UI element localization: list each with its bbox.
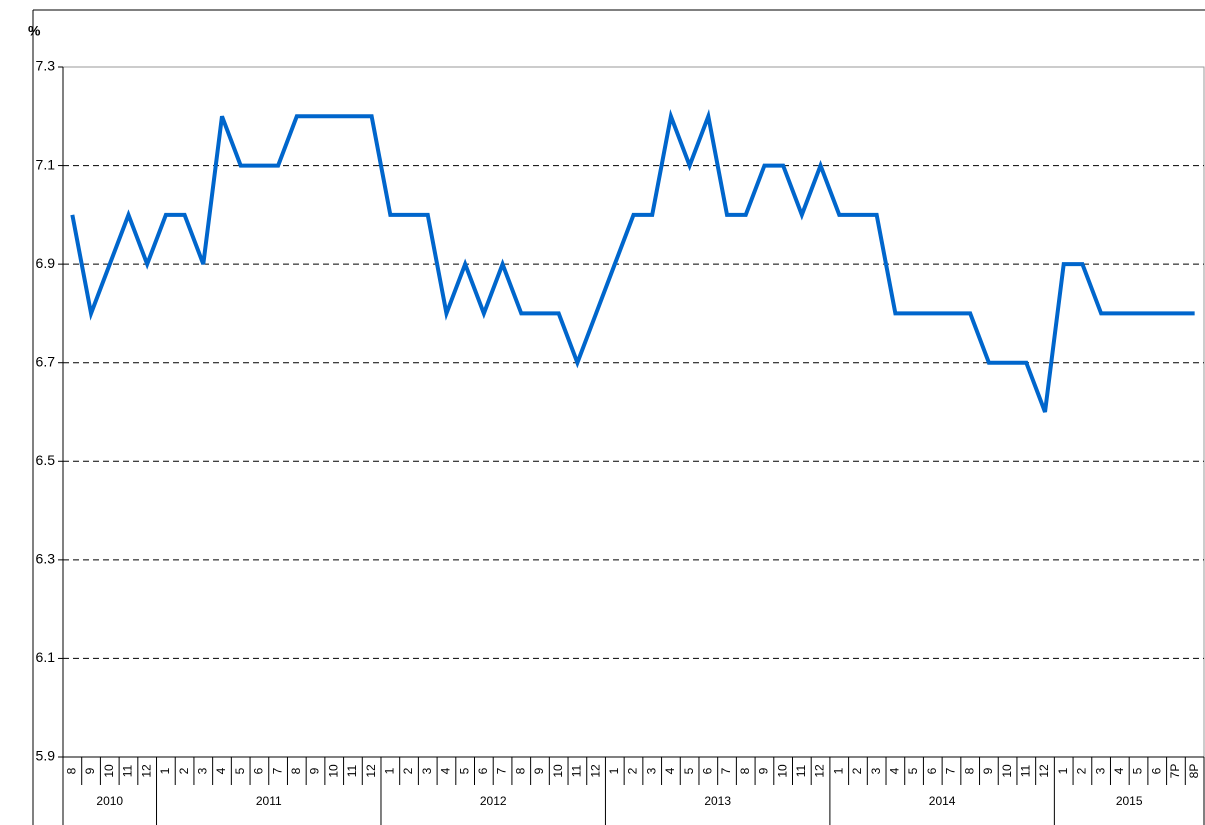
x-tick-label: 3 <box>1093 767 1107 774</box>
y-tick-label: 7.1 <box>36 156 56 172</box>
x-tick-label: 10 <box>775 764 789 778</box>
y-tick-label: 6.7 <box>36 353 56 369</box>
y-tick-label: 6.1 <box>36 649 56 665</box>
x-tick-label: 2 <box>401 767 415 774</box>
y-axis-label: % <box>28 23 41 39</box>
x-tick-label: 4 <box>439 767 453 774</box>
x-tick-label: 5 <box>457 767 471 774</box>
x-tick-label: 2 <box>1075 767 1089 774</box>
x-tick-label: 10 <box>551 764 565 778</box>
x-tick-label: 9 <box>83 767 97 774</box>
x-tick-label: 10 <box>1000 764 1014 778</box>
x-tick-label: 4 <box>214 767 228 774</box>
x-tick-label: 7 <box>944 767 958 774</box>
x-tick-label: 9 <box>981 767 995 774</box>
y-tick-label: 7.3 <box>36 58 56 74</box>
x-tick-label: 8 <box>513 767 527 774</box>
x-group-label: 2013 <box>704 794 731 808</box>
y-tick-label: 6.3 <box>36 551 56 567</box>
x-tick-label: 9 <box>532 767 546 774</box>
x-tick-label: 4 <box>1112 767 1126 774</box>
x-tick-label: 11 <box>121 764 135 777</box>
x-tick-label: 7 <box>495 767 509 774</box>
x-group-label: 2015 <box>1116 794 1143 808</box>
x-tick-label: 1 <box>383 767 397 774</box>
x-tick-label: 12 <box>139 764 153 778</box>
x-tick-label: 5 <box>906 767 920 774</box>
x-tick-label: 2 <box>626 767 640 774</box>
x-group-label: 2011 <box>256 794 282 808</box>
x-tick-label: 12 <box>813 764 827 778</box>
x-tick-label: 9 <box>757 767 771 774</box>
x-tick-label: 6 <box>476 767 490 774</box>
x-tick-label: 6 <box>1149 767 1163 774</box>
x-tick-label: 8 <box>962 767 976 774</box>
data-line <box>70 108 1195 413</box>
x-tick-label: 6 <box>925 767 939 774</box>
x-tick-label: 8 <box>289 767 303 774</box>
x-tick-label: 3 <box>420 767 434 774</box>
x-tick-label: 2 <box>850 767 864 774</box>
x-tick-label: 12 <box>588 764 602 778</box>
x-tick-label: 10 <box>326 764 340 778</box>
x-tick-label: 8 <box>65 767 79 774</box>
x-tick-label: 5 <box>1131 767 1145 774</box>
x-tick-label: 12 <box>364 764 378 778</box>
x-tick-label: 3 <box>869 767 883 774</box>
x-tick-label: 1 <box>607 767 621 774</box>
x-tick-label: 2 <box>177 767 191 774</box>
y-tick-label: 6.9 <box>36 255 56 271</box>
x-group-label: 2014 <box>929 794 956 808</box>
plot-area <box>62 66 1205 758</box>
x-tick-label: 5 <box>682 767 696 774</box>
x-tick-label: 6 <box>700 767 714 774</box>
x-tick-label: 1 <box>158 767 172 774</box>
x-tick-label: 7 <box>270 767 284 774</box>
x-tick-label: 11 <box>794 764 808 777</box>
x-tick-label: 4 <box>663 767 677 774</box>
x-tick-label: 9 <box>308 767 322 774</box>
x-tick-label: 7 <box>719 767 733 774</box>
x-tick-label: 3 <box>644 767 658 774</box>
x-tick-label: 12 <box>1037 764 1051 778</box>
x-tick-label: 8P <box>1187 764 1201 779</box>
x-tick-label: 5 <box>233 767 247 774</box>
x-tick-label: 7P <box>1168 764 1182 779</box>
x-tick-label: 3 <box>195 767 209 774</box>
x-tick-label: 11 <box>345 764 359 777</box>
x-tick-label: 11 <box>1018 764 1032 777</box>
y-tick-label: 5.9 <box>36 748 56 764</box>
x-group-label: 2010 <box>96 794 123 808</box>
x-tick-label: 1 <box>1056 767 1070 774</box>
y-tick-label: 6.5 <box>36 452 56 468</box>
x-tick-label: 8 <box>738 767 752 774</box>
x-tick-label: 6 <box>252 767 266 774</box>
x-tick-label: 11 <box>570 764 584 777</box>
x-group-label: 2012 <box>480 794 507 808</box>
x-tick-label: 4 <box>888 767 902 774</box>
x-tick-label: 1 <box>831 767 845 774</box>
x-tick-label: 10 <box>102 764 116 778</box>
